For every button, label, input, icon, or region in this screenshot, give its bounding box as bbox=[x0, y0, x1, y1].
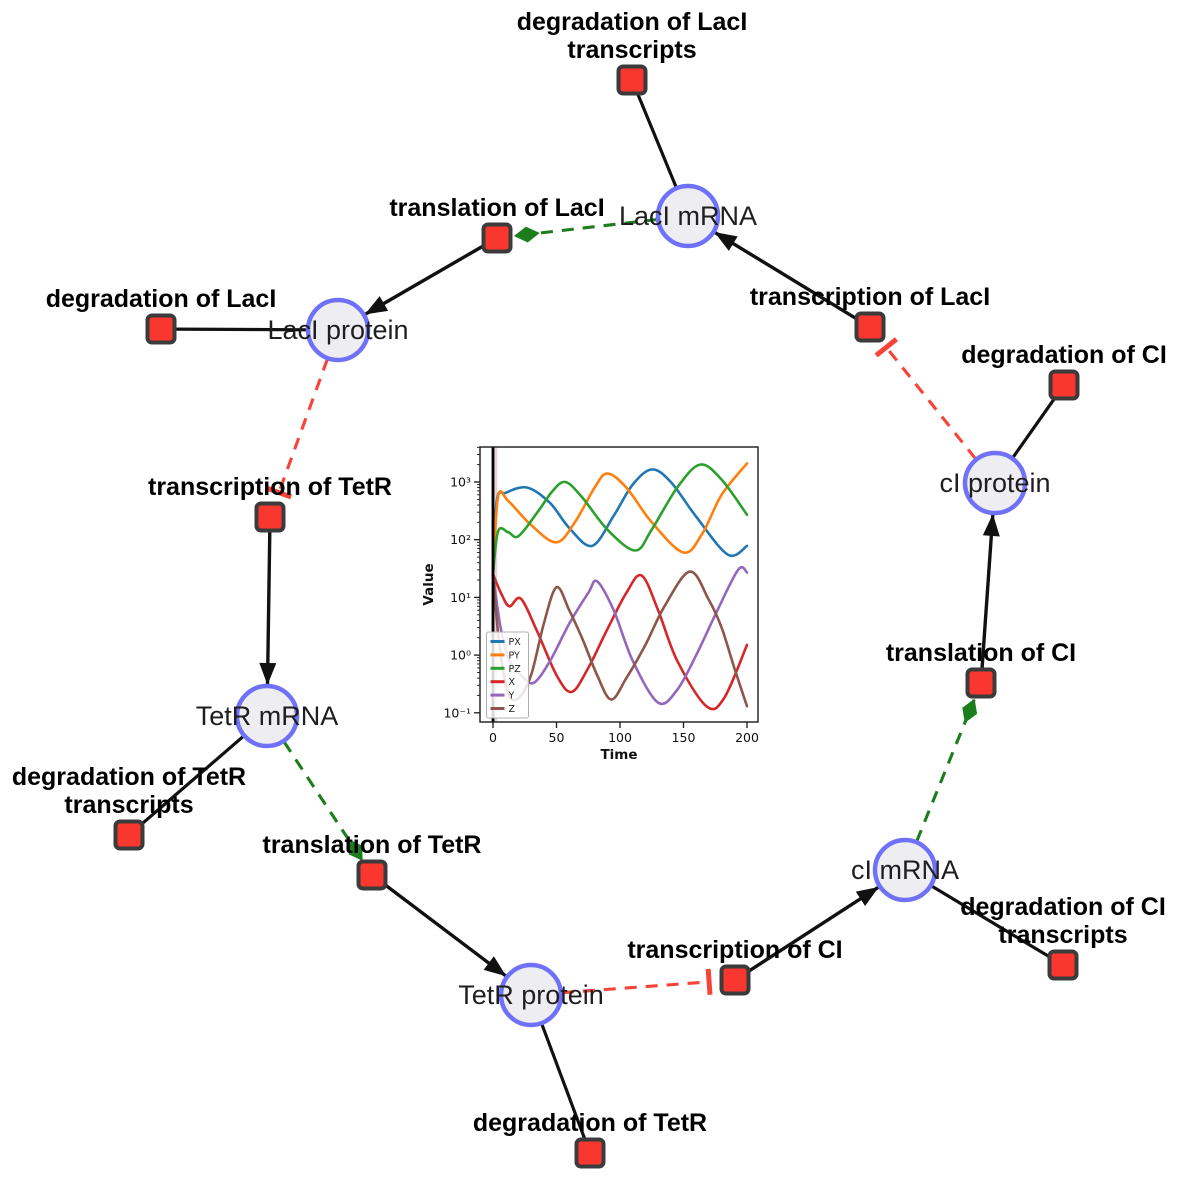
reaction-label-deg_ci_tx-line1: degradation of CI bbox=[960, 893, 1166, 921]
reaction-label-deg_laci_tx-line2: transcripts bbox=[567, 36, 696, 64]
edge-activation-tetr_mrna-transl_tetr bbox=[282, 741, 364, 861]
chart-legend-label-Y: Y bbox=[508, 691, 515, 702]
species-label-laci_protein: LacI protein bbox=[267, 315, 408, 345]
edge-inhibition-laci_protein-transc_tetr bbox=[265, 358, 329, 500]
chart-axes-box bbox=[479, 446, 759, 723]
chart-ylabel: Value bbox=[421, 563, 437, 605]
reaction-label-deg_tetr_tx-line2: transcripts bbox=[64, 791, 193, 819]
edge-plain-ci_mrna-deg_ci_tx bbox=[930, 884, 1054, 961]
species-label-ci_protein: cI protein bbox=[939, 468, 1050, 498]
reaction-label-transc_tetr: transcription of TetR bbox=[148, 473, 392, 501]
reaction-node-deg_tetr bbox=[574, 1137, 606, 1169]
species-node-ci_mrna bbox=[872, 837, 938, 903]
reaction-node-transc_ci bbox=[719, 964, 751, 996]
reaction-node-transl_ci bbox=[965, 667, 997, 699]
reaction-label-deg_ci_tx-line2: transcripts bbox=[998, 921, 1127, 949]
chart-legend-label-PZ: PZ bbox=[509, 664, 522, 675]
edge-arrow-transl_tetr-tetr_protein bbox=[382, 882, 507, 978]
chart-legend-label-X: X bbox=[509, 677, 516, 688]
edge-arrow-transc_ci-ci_mrna bbox=[745, 885, 880, 974]
edges-layer bbox=[137, 90, 1059, 1143]
reaction-node-transl_laci bbox=[481, 222, 513, 254]
reaction-label-transl_laci: translation of LacI bbox=[389, 194, 604, 222]
edge-arrow-transc_laci-laci_mrna bbox=[714, 231, 859, 322]
chart-ytick-label: 10¹ bbox=[450, 590, 471, 605]
edge-plain-laci_mrna-deg_laci_tx bbox=[635, 90, 678, 188]
species-node-ci_protein bbox=[962, 450, 1028, 516]
chart-legend-box bbox=[486, 631, 529, 719]
chart-ytick-label: 10⁻¹ bbox=[443, 705, 471, 720]
species-node-tetr_mrna bbox=[234, 683, 300, 749]
edge-plain-tetr_mrna-deg_tetr_tx bbox=[137, 734, 245, 829]
chart-series-X bbox=[491, 573, 749, 711]
species-label-ci_mrna: cI mRNA bbox=[851, 855, 959, 885]
reaction-node-deg_ci bbox=[1048, 369, 1080, 401]
reaction-label-deg_ci: degradation of CI bbox=[961, 341, 1167, 369]
reaction-node-transc_tetr bbox=[254, 501, 286, 533]
edge-inhibition-tetr_protein-transc_ci bbox=[561, 968, 713, 996]
chart-xtick-label: 0 bbox=[489, 730, 497, 745]
reaction-label-transl_tetr: translation of TetR bbox=[263, 831, 482, 859]
reaction-label-deg_tetr: degradation of TetR bbox=[473, 1109, 707, 1137]
reaction-label-deg_tetr_tx-line1: degradation of TetR bbox=[12, 763, 246, 791]
edge-arrow-transl_ci-ci_protein bbox=[980, 513, 1000, 670]
chart-legend: PX PY PZ XYZ bbox=[486, 631, 529, 719]
reaction-node-deg_ci_tx bbox=[1047, 949, 1079, 981]
species-label-tetr_protein: TetR protein bbox=[458, 980, 604, 1010]
chart-legend-label-PX: PX bbox=[509, 637, 522, 648]
reaction-label-deg_laci_tx-line1: degradation of LacI bbox=[517, 8, 748, 36]
chart-series-PX bbox=[491, 468, 749, 576]
chart-legend-label-PY: PY bbox=[509, 650, 521, 661]
chart-xtick-label: 50 bbox=[549, 730, 565, 745]
species-node-laci_mrna bbox=[655, 183, 721, 249]
edge-plain-laci_protein-deg_laci bbox=[172, 327, 308, 332]
chart-legend-label-Z: Z bbox=[509, 704, 516, 715]
reaction-node-deg_laci bbox=[145, 313, 177, 345]
chart-ytick-label: 10⁰ bbox=[450, 648, 471, 663]
chart-ytick-label: 10² bbox=[450, 532, 471, 547]
species-node-tetr_protein bbox=[498, 962, 564, 1028]
edge-plain-ci_protein-deg_ci bbox=[1011, 393, 1059, 459]
chart-series-PZ bbox=[491, 463, 749, 576]
reaction-label-transl_ci: translation of CI bbox=[886, 639, 1076, 667]
labels-layer: LacI mRNA LacI protein TetR mRNA TetR prote… bbox=[12, 8, 1167, 1137]
reaction-node-deg_laci_tx bbox=[616, 64, 648, 96]
chart-xtick-label: 200 bbox=[735, 730, 759, 745]
edge-inhibition-ci_protein-transc_laci bbox=[874, 337, 977, 460]
edge-activation-laci_mrna-transl_laci bbox=[513, 217, 658, 243]
edge-activation-ci_mrna-transl_ci bbox=[915, 698, 978, 842]
chart-xlabel: Time bbox=[600, 747, 637, 763]
reaction-node-deg_tetr_tx bbox=[113, 819, 145, 851]
chart-series-PY bbox=[491, 462, 749, 576]
species-node-laci_protein bbox=[305, 297, 371, 363]
reaction-node-transc_laci bbox=[854, 311, 886, 343]
species-label-laci_mrna: LacI mRNA bbox=[619, 201, 757, 231]
reaction-node-transl_tetr bbox=[356, 859, 388, 891]
chart-xtick-label: 100 bbox=[608, 730, 632, 745]
edge-plain-tetr_protein-deg_tetr bbox=[540, 1023, 588, 1143]
reaction-label-deg_laci: degradation of LacI bbox=[46, 285, 277, 313]
species-label-tetr_mrna: TetR mRNA bbox=[196, 701, 339, 731]
chart-ytick-label: 10³ bbox=[450, 475, 471, 490]
reaction-label-transc_ci: transcription of CI bbox=[627, 936, 842, 964]
edge-arrow-transl_laci-laci_protein bbox=[364, 243, 486, 316]
chart-xtick-label: 150 bbox=[672, 730, 696, 745]
reaction-label-transc_laci: transcription of LacI bbox=[750, 283, 990, 311]
nodes-layer bbox=[113, 64, 1080, 1169]
edge-arrow-transc_tetr-tetr_mrna bbox=[259, 530, 277, 685]
